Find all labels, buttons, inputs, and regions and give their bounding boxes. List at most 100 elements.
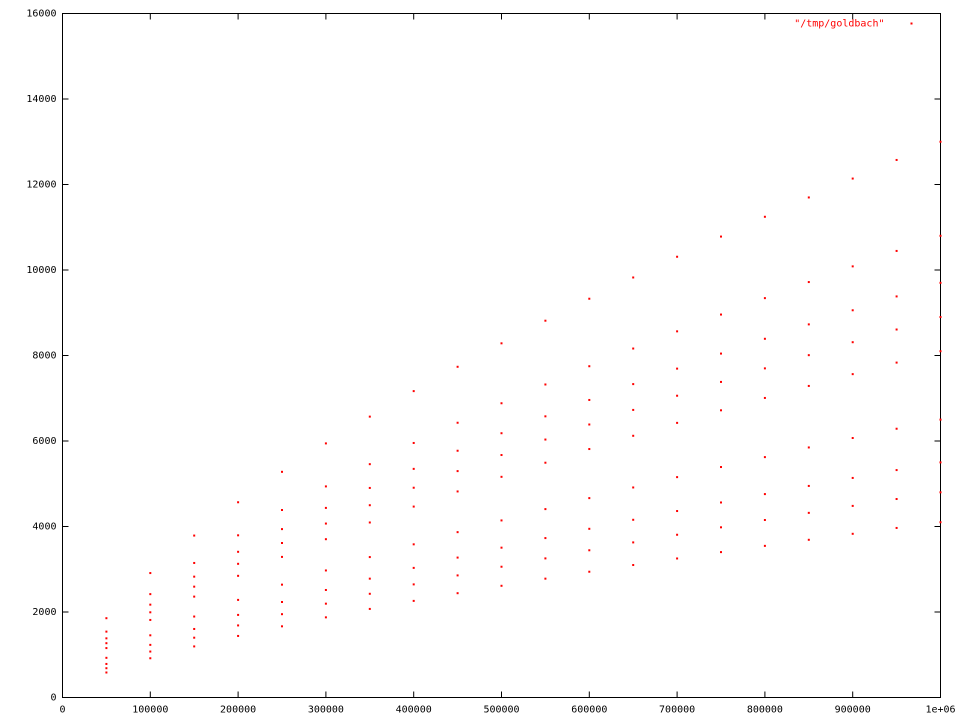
data-point <box>324 569 327 572</box>
data-point <box>237 534 240 537</box>
data-point <box>500 454 503 457</box>
data-point <box>939 491 942 494</box>
data-point <box>149 611 152 614</box>
data-point <box>368 415 371 418</box>
x-tick-label: 200000 <box>220 705 256 716</box>
data-point <box>237 574 240 577</box>
data-point <box>149 572 152 575</box>
legend-label: "/tmp/goldbach" <box>794 19 884 30</box>
data-point <box>588 423 591 426</box>
data-point <box>588 365 591 368</box>
data-point <box>676 330 679 333</box>
data-point <box>281 555 283 558</box>
data-point <box>676 557 679 560</box>
y-tick-label: 8000 <box>32 351 56 362</box>
data-point <box>588 570 591 573</box>
data-point <box>763 297 766 300</box>
data-point <box>456 531 459 534</box>
data-point <box>412 390 415 393</box>
data-point <box>281 600 283 603</box>
data-point <box>851 437 854 440</box>
data-point <box>368 486 371 489</box>
data-point <box>763 367 766 370</box>
data-point <box>281 508 283 511</box>
data-point <box>939 234 942 237</box>
data-point <box>149 643 152 646</box>
data-point <box>544 508 547 511</box>
data-point <box>500 546 503 549</box>
data-point <box>939 140 942 143</box>
data-point <box>676 421 679 424</box>
y-tick-label: 0 <box>50 693 56 704</box>
y-tick-label: 2000 <box>32 607 56 618</box>
x-tick-label: 700000 <box>659 705 695 716</box>
data-point <box>368 556 371 559</box>
data-point <box>807 511 810 514</box>
data-point <box>632 276 635 279</box>
data-point <box>193 615 196 618</box>
y-tick-label: 10000 <box>26 265 56 276</box>
data-point <box>851 476 854 479</box>
data-point <box>720 526 722 529</box>
data-point <box>500 475 503 478</box>
data-point <box>939 281 942 284</box>
data-point <box>632 347 635 350</box>
data-point <box>895 526 898 529</box>
data-point <box>544 438 547 441</box>
data-point <box>368 607 371 610</box>
data-point <box>676 476 679 479</box>
data-point <box>456 470 459 473</box>
data-point <box>851 309 854 312</box>
data-point <box>324 522 327 525</box>
data-point <box>676 510 679 513</box>
data-point <box>149 603 152 606</box>
data-point <box>149 657 152 660</box>
data-point <box>193 534 196 537</box>
data-point <box>324 506 327 509</box>
data-point <box>456 556 459 559</box>
data-point <box>720 313 722 316</box>
data-point <box>412 505 415 508</box>
data-point <box>368 577 371 580</box>
data-point <box>149 593 152 596</box>
data-point <box>632 541 635 544</box>
data-point <box>895 295 898 298</box>
data-point <box>456 421 459 424</box>
data-point <box>105 637 108 640</box>
data-point <box>105 617 108 620</box>
data-point <box>412 543 415 546</box>
data-point <box>237 634 240 637</box>
data-point <box>193 585 196 588</box>
data-point <box>544 383 547 386</box>
data-point <box>632 434 635 437</box>
data-point <box>676 367 679 370</box>
y-tick-label: 14000 <box>26 94 56 105</box>
data-point <box>851 532 854 535</box>
data-point <box>544 577 547 580</box>
data-point <box>324 485 327 488</box>
data-point <box>632 383 635 386</box>
data-point <box>105 656 108 659</box>
data-point <box>456 449 459 452</box>
x-tick-label: 0 <box>59 705 65 716</box>
data-point <box>105 662 108 665</box>
data-point <box>720 466 722 469</box>
data-point <box>105 667 108 670</box>
data-point <box>851 177 854 180</box>
data-point <box>939 350 942 353</box>
data-point <box>895 427 898 430</box>
data-point <box>237 598 240 601</box>
data-point <box>544 461 547 464</box>
data-point <box>807 281 810 284</box>
data-point <box>193 561 196 564</box>
data-point <box>412 467 415 470</box>
data-point <box>807 196 810 199</box>
y-tick-label: 16000 <box>26 9 56 20</box>
data-point <box>676 394 679 397</box>
data-point <box>281 470 283 473</box>
x-tick-label: 900000 <box>835 705 871 716</box>
data-point <box>939 521 942 524</box>
data-point <box>149 618 152 621</box>
data-point <box>456 592 459 595</box>
